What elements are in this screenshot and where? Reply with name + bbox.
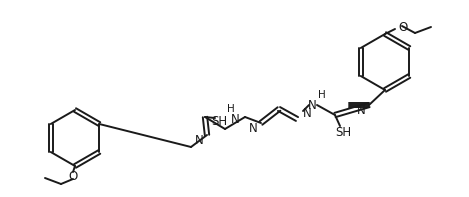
Text: O: O bbox=[68, 169, 78, 182]
Text: N: N bbox=[231, 112, 239, 125]
Text: N: N bbox=[195, 135, 204, 148]
Text: H: H bbox=[318, 90, 326, 100]
Text: N: N bbox=[308, 98, 317, 112]
Text: N: N bbox=[249, 123, 257, 136]
Text: N: N bbox=[356, 103, 365, 116]
Text: N: N bbox=[303, 107, 311, 120]
Text: SH: SH bbox=[335, 125, 351, 138]
Text: H: H bbox=[227, 104, 235, 114]
Text: SH: SH bbox=[211, 114, 227, 127]
Text: O: O bbox=[398, 20, 407, 33]
